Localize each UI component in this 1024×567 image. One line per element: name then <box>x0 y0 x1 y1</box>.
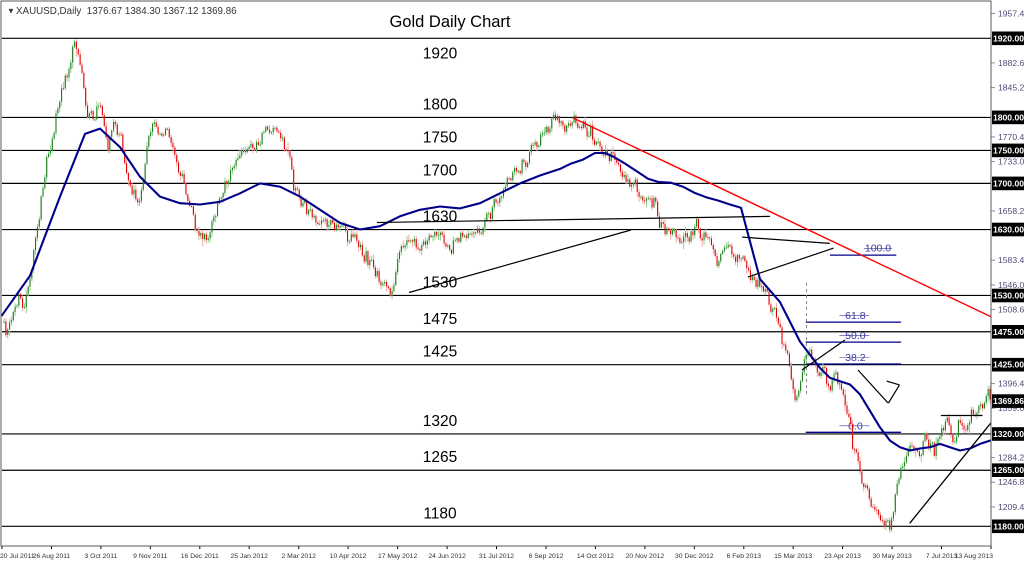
svg-text:23 Apr 2013: 23 Apr 2013 <box>824 553 861 560</box>
svg-text:50.0: 50.0 <box>845 330 866 342</box>
svg-text:13 Aug 2013: 13 Aug 2013 <box>955 553 993 560</box>
svg-text:1209.44: 1209.44 <box>998 502 1024 512</box>
svg-text:24 Jun 2012: 24 Jun 2012 <box>428 553 466 560</box>
svg-text:20 Nov 2012: 20 Nov 2012 <box>626 553 665 560</box>
svg-text:1475.00: 1475.00 <box>993 327 1024 337</box>
svg-text:3 Oct 2011: 3 Oct 2011 <box>85 553 118 560</box>
svg-text:▼: ▼ <box>7 7 15 16</box>
svg-text:1320: 1320 <box>423 413 458 430</box>
svg-text:31 Jul 2012: 31 Jul 2012 <box>479 553 514 560</box>
svg-text:15 Mar 2013: 15 Mar 2013 <box>774 553 812 560</box>
svg-text:1845.24: 1845.24 <box>998 83 1024 93</box>
svg-text:9 Nov 2011: 9 Nov 2011 <box>133 553 167 560</box>
svg-text:1658.24: 1658.24 <box>998 206 1024 216</box>
svg-text:1369.86: 1369.86 <box>993 396 1024 406</box>
svg-text:20 Jul 2011: 20 Jul 2011 <box>0 553 35 560</box>
svg-text:1750: 1750 <box>423 129 458 146</box>
svg-text:1920.00: 1920.00 <box>993 33 1024 43</box>
svg-text:26 Aug 2011: 26 Aug 2011 <box>33 553 71 560</box>
svg-text:7 Jul 2013: 7 Jul 2013 <box>926 553 958 560</box>
svg-text:1530.00: 1530.00 <box>993 291 1024 301</box>
svg-text:1530: 1530 <box>423 275 458 292</box>
svg-text:1265.00: 1265.00 <box>993 465 1024 475</box>
svg-text:6 Feb 2013: 6 Feb 2013 <box>727 553 762 560</box>
svg-text:1180: 1180 <box>423 505 457 522</box>
svg-text:1750.00: 1750.00 <box>993 145 1024 155</box>
svg-text:1630.00: 1630.00 <box>993 225 1024 235</box>
svg-text:Gold Daily Chart: Gold Daily Chart <box>389 13 510 31</box>
svg-text:16 Dec 2011: 16 Dec 2011 <box>181 553 219 560</box>
svg-text:30 May 2013: 30 May 2013 <box>872 553 912 560</box>
svg-text:1733.04: 1733.04 <box>998 157 1024 167</box>
svg-text:61.8: 61.8 <box>845 310 866 322</box>
svg-text:1180.00: 1180.00 <box>993 521 1024 531</box>
svg-text:1546.04: 1546.04 <box>998 280 1024 290</box>
svg-text:1957.44: 1957.44 <box>998 9 1024 19</box>
svg-text:XAUUSD,Daily 1376.67 1384.30: XAUUSD,Daily 1376.67 1384.30 1367.12 136… <box>16 6 237 17</box>
svg-text:1700: 1700 <box>423 162 458 179</box>
svg-text:1882.64: 1882.64 <box>998 58 1024 68</box>
svg-text:1770.44: 1770.44 <box>998 132 1024 142</box>
svg-text:1475: 1475 <box>423 311 457 328</box>
svg-text:1700.00: 1700.00 <box>993 178 1024 188</box>
svg-text:1583.44: 1583.44 <box>998 255 1024 265</box>
svg-text:1246.84: 1246.84 <box>998 477 1024 487</box>
svg-text:17 May 2012: 17 May 2012 <box>378 553 418 560</box>
svg-text:2 Mar 2012: 2 Mar 2012 <box>282 553 317 560</box>
svg-text:1396.44: 1396.44 <box>998 379 1024 389</box>
svg-text:1320.00: 1320.00 <box>993 429 1024 439</box>
svg-text:38.2: 38.2 <box>845 352 866 364</box>
svg-text:30 Dec 2012: 30 Dec 2012 <box>675 553 714 560</box>
svg-text:1800: 1800 <box>423 96 458 113</box>
svg-text:25 Jan 2012: 25 Jan 2012 <box>230 553 268 560</box>
svg-text:1800.00: 1800.00 <box>993 112 1024 122</box>
svg-text:1425: 1425 <box>423 344 457 361</box>
svg-text:10 Apr 2012: 10 Apr 2012 <box>330 553 367 560</box>
svg-text:1508.64: 1508.64 <box>998 305 1024 315</box>
svg-text:1265: 1265 <box>423 449 457 466</box>
svg-text:14 Oct 2012: 14 Oct 2012 <box>577 553 614 560</box>
svg-text:1425.00: 1425.00 <box>993 360 1024 370</box>
svg-text:1920: 1920 <box>423 45 458 62</box>
svg-text:6 Sep 2012: 6 Sep 2012 <box>529 553 564 560</box>
svg-text:1630: 1630 <box>423 209 458 226</box>
svg-text:1284.24: 1284.24 <box>998 453 1024 463</box>
